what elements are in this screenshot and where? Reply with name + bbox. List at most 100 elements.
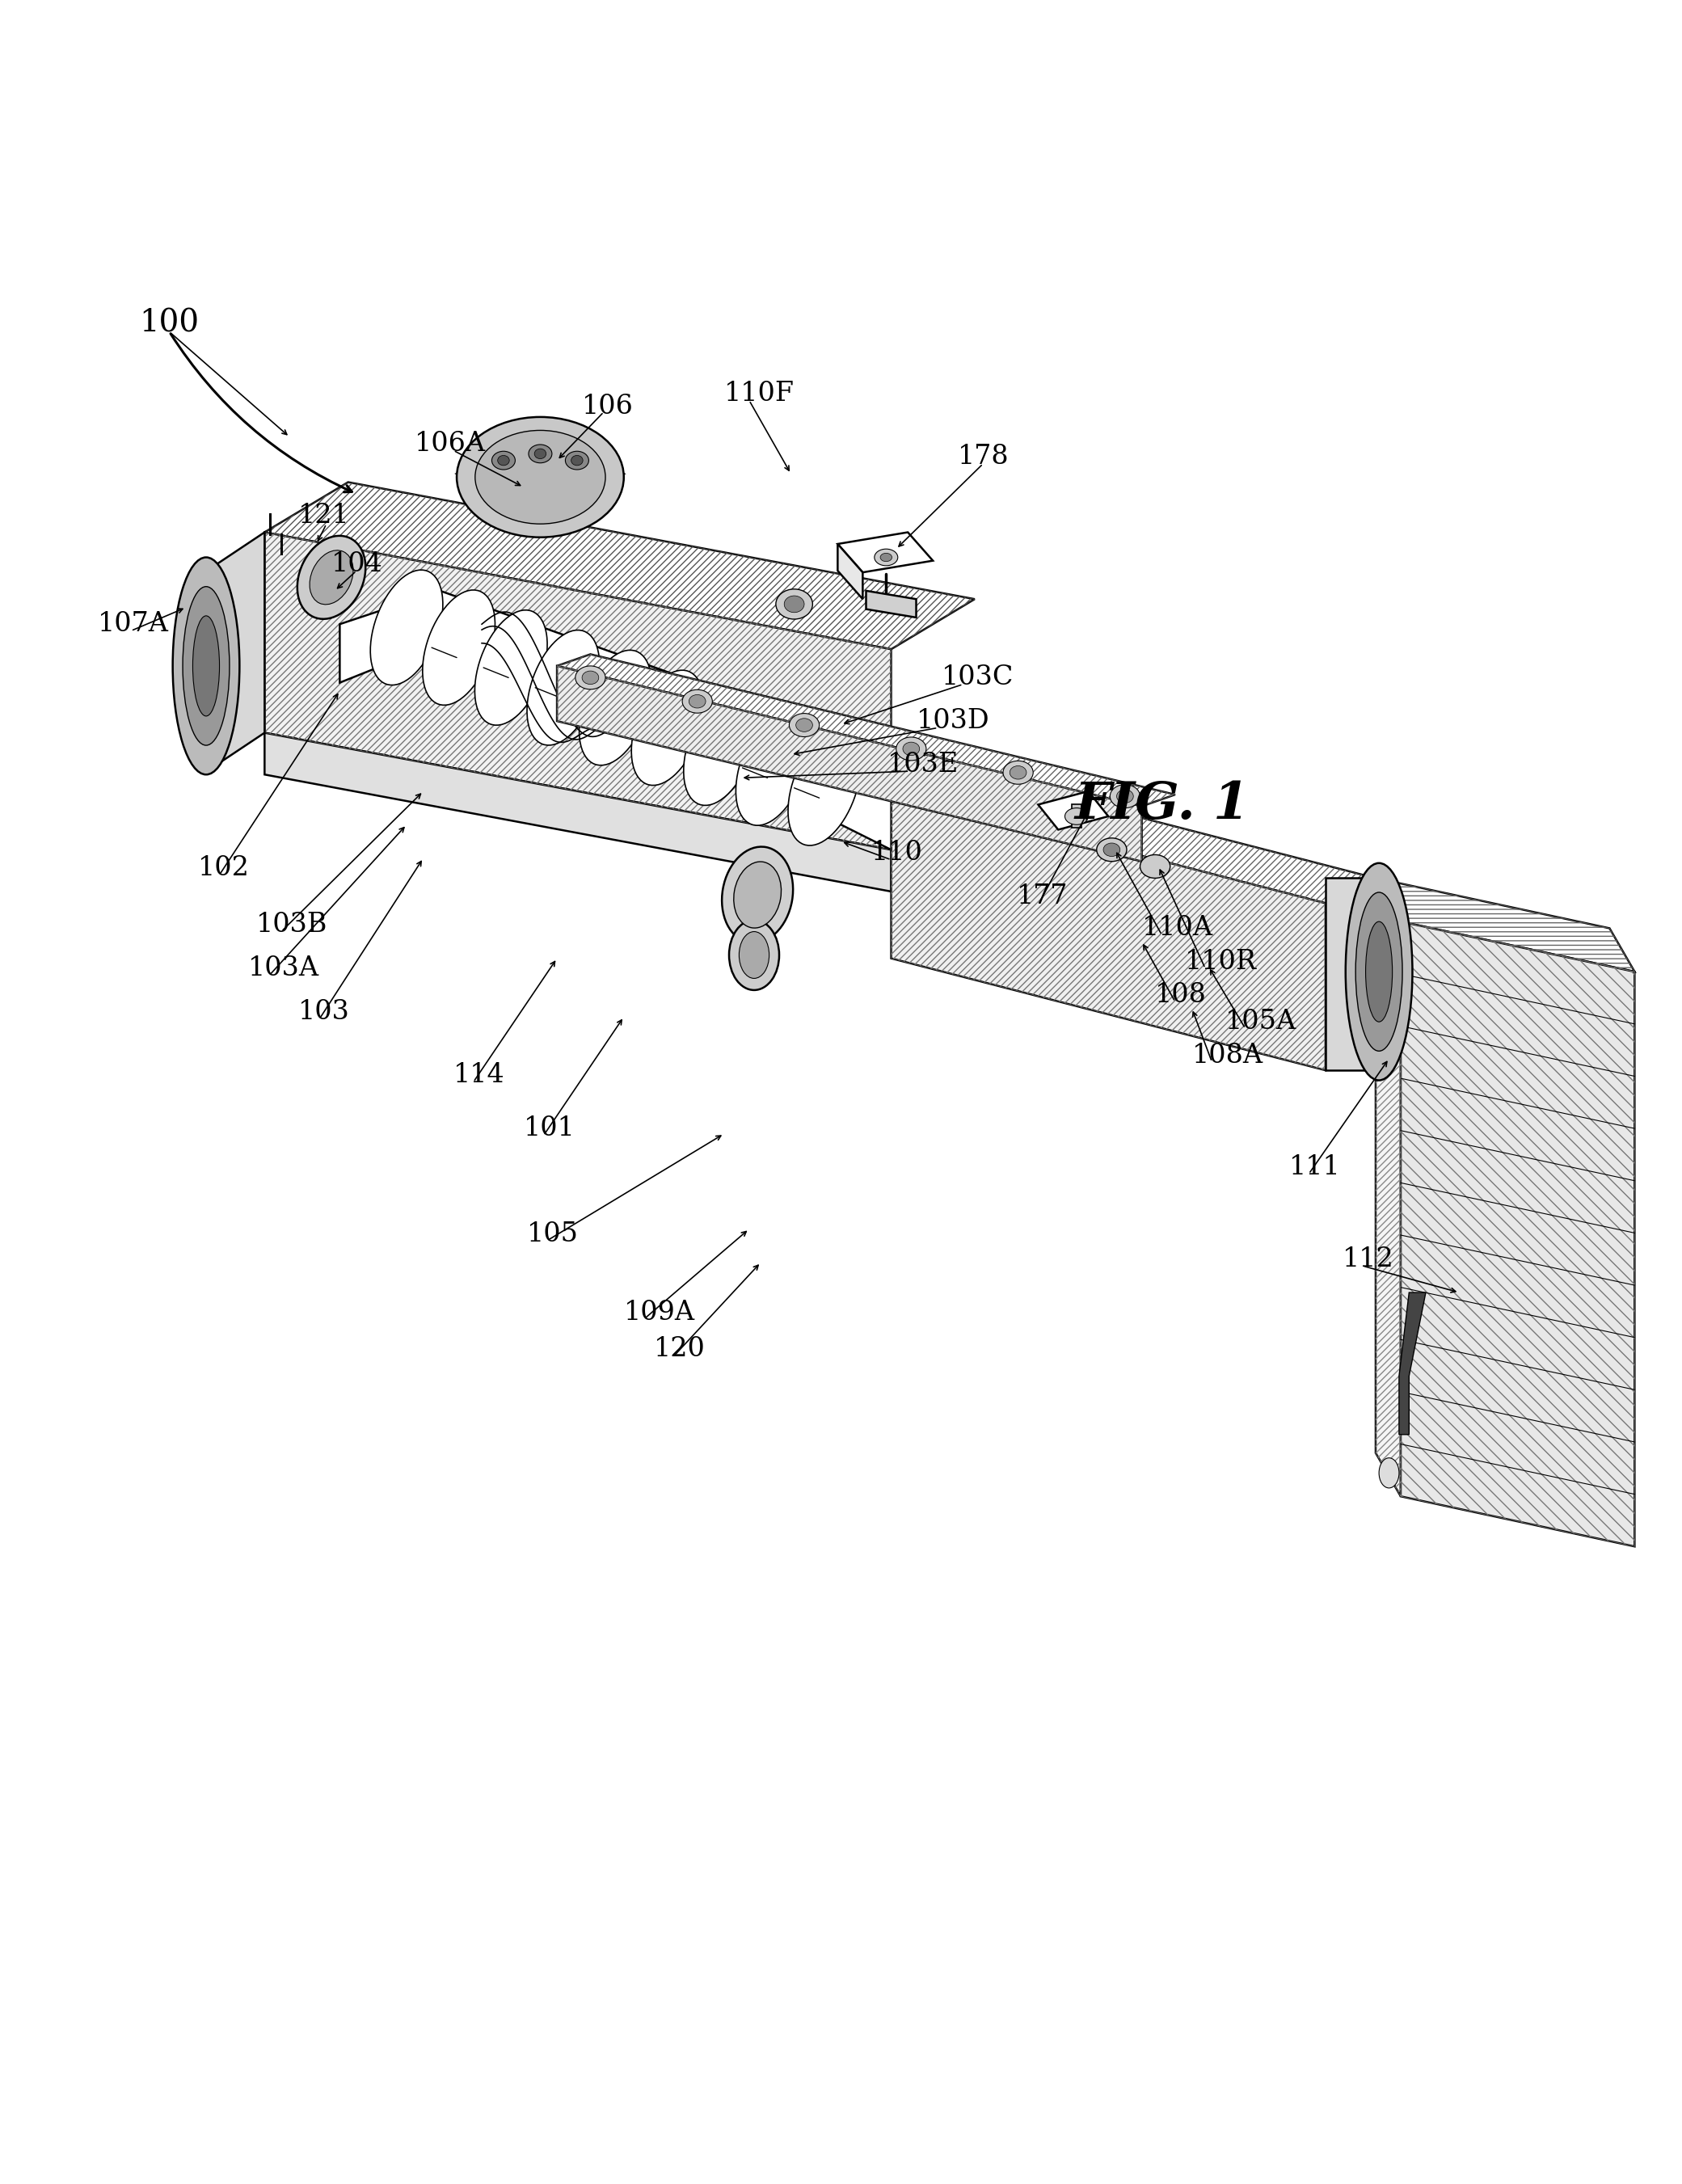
Ellipse shape	[422, 590, 495, 705]
Text: 106A: 106A	[415, 430, 486, 456]
Text: 109A: 109A	[624, 1299, 695, 1326]
Text: 107A: 107A	[98, 612, 168, 638]
Polygon shape	[866, 590, 917, 618]
Ellipse shape	[631, 670, 703, 786]
Ellipse shape	[1009, 767, 1026, 780]
Polygon shape	[891, 767, 1376, 904]
Ellipse shape	[1379, 1459, 1399, 1487]
Text: 112: 112	[1342, 1247, 1394, 1271]
Polygon shape	[838, 544, 863, 598]
Ellipse shape	[728, 919, 779, 989]
Text: 121: 121	[298, 502, 350, 529]
Text: 101: 101	[523, 1116, 575, 1142]
Ellipse shape	[722, 847, 792, 943]
Polygon shape	[838, 533, 934, 572]
Ellipse shape	[690, 695, 706, 708]
Ellipse shape	[1110, 784, 1140, 808]
Polygon shape	[557, 655, 1176, 806]
Ellipse shape	[579, 651, 651, 764]
Ellipse shape	[526, 631, 599, 745]
Polygon shape	[264, 533, 891, 850]
Polygon shape	[891, 791, 1325, 1070]
Ellipse shape	[1140, 854, 1171, 878]
Polygon shape	[1376, 878, 1635, 972]
Text: 103B: 103B	[256, 913, 328, 937]
Ellipse shape	[1366, 922, 1393, 1022]
Ellipse shape	[173, 557, 239, 775]
Ellipse shape	[474, 609, 547, 725]
Ellipse shape	[458, 417, 624, 537]
Ellipse shape	[474, 430, 606, 524]
Ellipse shape	[309, 550, 353, 605]
Ellipse shape	[735, 710, 809, 826]
Ellipse shape	[582, 670, 599, 684]
Polygon shape	[340, 590, 891, 850]
Ellipse shape	[1346, 863, 1413, 1081]
Ellipse shape	[789, 729, 861, 845]
Ellipse shape	[683, 690, 757, 806]
Text: 105A: 105A	[1224, 1009, 1297, 1035]
Ellipse shape	[733, 863, 780, 928]
Text: 103C: 103C	[942, 664, 1014, 690]
Text: 110R: 110R	[1186, 948, 1256, 974]
Text: 110: 110	[871, 841, 923, 867]
Polygon shape	[264, 483, 974, 649]
Text: 103: 103	[298, 998, 350, 1024]
Ellipse shape	[491, 452, 515, 470]
Ellipse shape	[565, 452, 589, 470]
Polygon shape	[557, 666, 1142, 860]
Text: 108A: 108A	[1193, 1042, 1263, 1068]
Text: 110F: 110F	[723, 380, 794, 406]
Ellipse shape	[796, 719, 812, 732]
Polygon shape	[1399, 1293, 1426, 1435]
Ellipse shape	[298, 535, 365, 618]
Text: FIG. 1: FIG. 1	[1075, 780, 1250, 830]
Polygon shape	[1325, 878, 1376, 1070]
Ellipse shape	[897, 738, 927, 760]
Ellipse shape	[880, 553, 891, 561]
Polygon shape	[215, 533, 264, 767]
Text: 103E: 103E	[888, 751, 959, 778]
Ellipse shape	[528, 446, 552, 463]
Polygon shape	[1401, 922, 1635, 1546]
Ellipse shape	[903, 743, 920, 756]
Text: 178: 178	[959, 443, 1009, 470]
Ellipse shape	[1103, 843, 1120, 856]
Ellipse shape	[1356, 893, 1403, 1051]
Ellipse shape	[738, 933, 769, 978]
Text: 105: 105	[526, 1221, 579, 1247]
Polygon shape	[458, 435, 624, 513]
Ellipse shape	[1117, 791, 1134, 804]
Ellipse shape	[875, 548, 898, 566]
Ellipse shape	[575, 666, 606, 690]
Text: 108: 108	[1156, 983, 1206, 1009]
Text: 103A: 103A	[247, 954, 320, 981]
Text: 177: 177	[1016, 885, 1068, 909]
Text: 111: 111	[1288, 1155, 1341, 1179]
Text: 120: 120	[654, 1337, 705, 1363]
Text: 103D: 103D	[917, 708, 989, 734]
Ellipse shape	[183, 587, 229, 745]
Ellipse shape	[775, 590, 812, 618]
Text: 104: 104	[331, 550, 383, 577]
Ellipse shape	[683, 690, 713, 712]
Ellipse shape	[572, 456, 584, 465]
Text: 114: 114	[454, 1061, 505, 1088]
Text: 102: 102	[198, 856, 249, 880]
Text: 110A: 110A	[1142, 915, 1213, 941]
Ellipse shape	[1065, 808, 1088, 826]
Ellipse shape	[1097, 839, 1127, 860]
Ellipse shape	[789, 714, 819, 736]
Text: 100: 100	[140, 308, 198, 339]
Ellipse shape	[193, 616, 219, 716]
Polygon shape	[1071, 804, 1082, 828]
Polygon shape	[1038, 791, 1108, 830]
Text: 106: 106	[582, 393, 634, 419]
Ellipse shape	[535, 448, 547, 459]
Polygon shape	[264, 734, 891, 891]
Ellipse shape	[1002, 760, 1033, 784]
Ellipse shape	[498, 456, 510, 465]
Ellipse shape	[784, 596, 804, 612]
Polygon shape	[1376, 878, 1401, 1496]
Ellipse shape	[370, 570, 442, 686]
